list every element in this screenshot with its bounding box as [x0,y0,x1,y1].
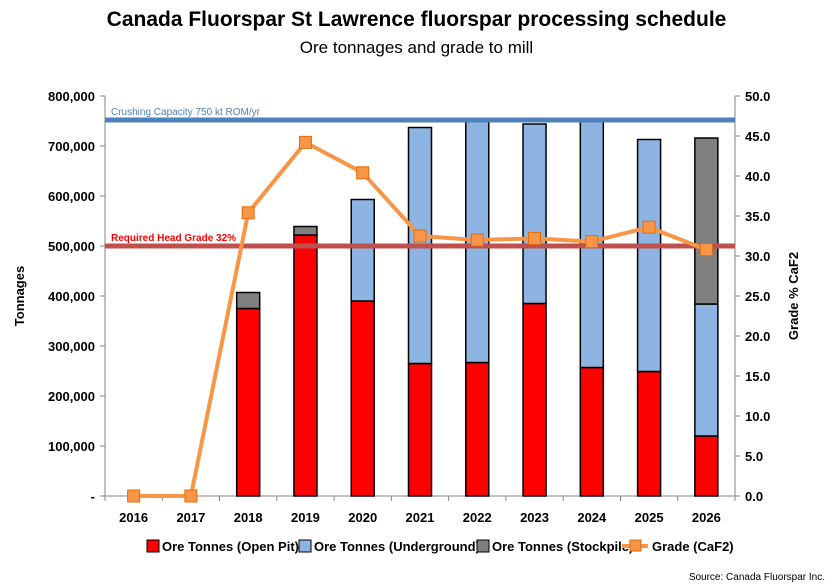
y-tick-label-left: 800,000 [48,89,95,104]
bar-underground [636,138,662,373]
y-tick-label-right: 5.0 [745,449,763,464]
y-tick-label-left: - [91,489,95,504]
y-tick-label-left: 300,000 [48,339,95,354]
bar-open-pit [522,302,547,497]
grade-point [413,229,427,243]
y-tick-label-right: 10.0 [745,409,770,424]
x-tick-label: 2024 [577,510,607,525]
x-tick-label: 2022 [463,510,492,525]
chart-title: Canada Fluorspar St Lawrence fluorspar p… [106,8,727,31]
y-tick-label-right: 20.0 [745,329,770,344]
bar-open-pit [293,234,318,497]
grade-point [699,243,713,257]
grade-point [127,489,141,503]
bar-stockpile [293,225,318,236]
chart-subtitle: Ore tonnages and grade to mill [299,38,534,57]
bar-open-pit [694,435,719,497]
y-tick-label-right: 30.0 [745,249,770,264]
y-tick-label-right: 15.0 [745,369,770,384]
y-tick-label-left: 200,000 [48,389,95,404]
y-tick-label-left: 600,000 [48,189,95,204]
legend-swatch-open-pit [146,539,160,553]
bar-underground [350,198,375,302]
bar-open-pit [350,300,375,497]
y-tick-label-right: 25.0 [745,289,770,304]
grade-point [184,489,198,503]
legend-label: Ore Tonnes (Stockpile) [492,539,633,554]
bar-open-pit [636,370,662,497]
bar-stockpile [235,291,261,310]
legend-label: Grade (CaF2) [652,539,734,554]
legend-label: Ore Tonnes (Open Pit) [162,539,299,554]
y-tick-label-right: 45.0 [745,129,770,144]
y-tick-label-left: 400,000 [48,289,95,304]
x-tick-label: 2016 [119,510,148,525]
x-tick-label: 2018 [234,510,263,525]
y-tick-label-right: 35.0 [745,209,770,224]
bar-open-pit [465,361,490,497]
grade-point [298,135,312,149]
x-tick-label: 2025 [635,510,664,525]
grade-point [585,235,599,249]
y-axis-label-right: Grade % CaF2 [786,252,801,340]
x-tick-label: 2019 [291,510,320,525]
y-tick-label-right: 50.0 [745,89,770,104]
y-tick-label-right: 40.0 [745,169,770,184]
y-axis-label-left: Tonnages [12,266,27,326]
grade-point [356,166,370,180]
y-tick-label-left: 700,000 [48,139,95,154]
bar-underground [694,303,719,437]
legend-swatch-underground [298,539,312,553]
legend-label: Ore Tonnes (Underground) [314,539,480,554]
x-tick-label: 2023 [520,510,549,525]
x-tick-label: 2020 [348,510,377,525]
crushing-capacity-label: Crushing Capacity 750 kt ROM/yr [111,107,261,118]
grade-point [528,231,542,245]
x-tick-label: 2026 [692,510,721,525]
grade-point [241,206,255,220]
bar-open-pit [407,362,433,497]
legend-swatch-stockpile [476,539,490,553]
bar-stockpile [694,137,719,305]
y-tick-label-left: 100,000 [48,439,95,454]
grade-point [470,233,484,247]
bar-underground [522,123,547,305]
x-tick-label: 2017 [176,510,205,525]
grade-point [642,220,656,234]
y-tick-label-right: 0.0 [745,489,763,504]
required-head-grade-label: Required Head Grade 32% [111,233,236,244]
x-tick-label: 2021 [406,510,435,525]
bar-open-pit [235,307,261,497]
source-note: Source: Canada Fluorspar Inc. [688,572,825,583]
legend-marker-grade [629,539,642,552]
bar-open-pit [579,366,605,497]
y-tick-label-left: 500,000 [48,239,95,254]
